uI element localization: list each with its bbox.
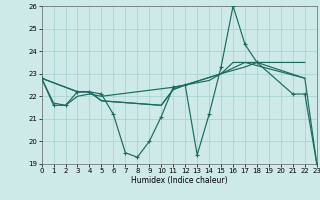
X-axis label: Humidex (Indice chaleur): Humidex (Indice chaleur) bbox=[131, 176, 228, 185]
